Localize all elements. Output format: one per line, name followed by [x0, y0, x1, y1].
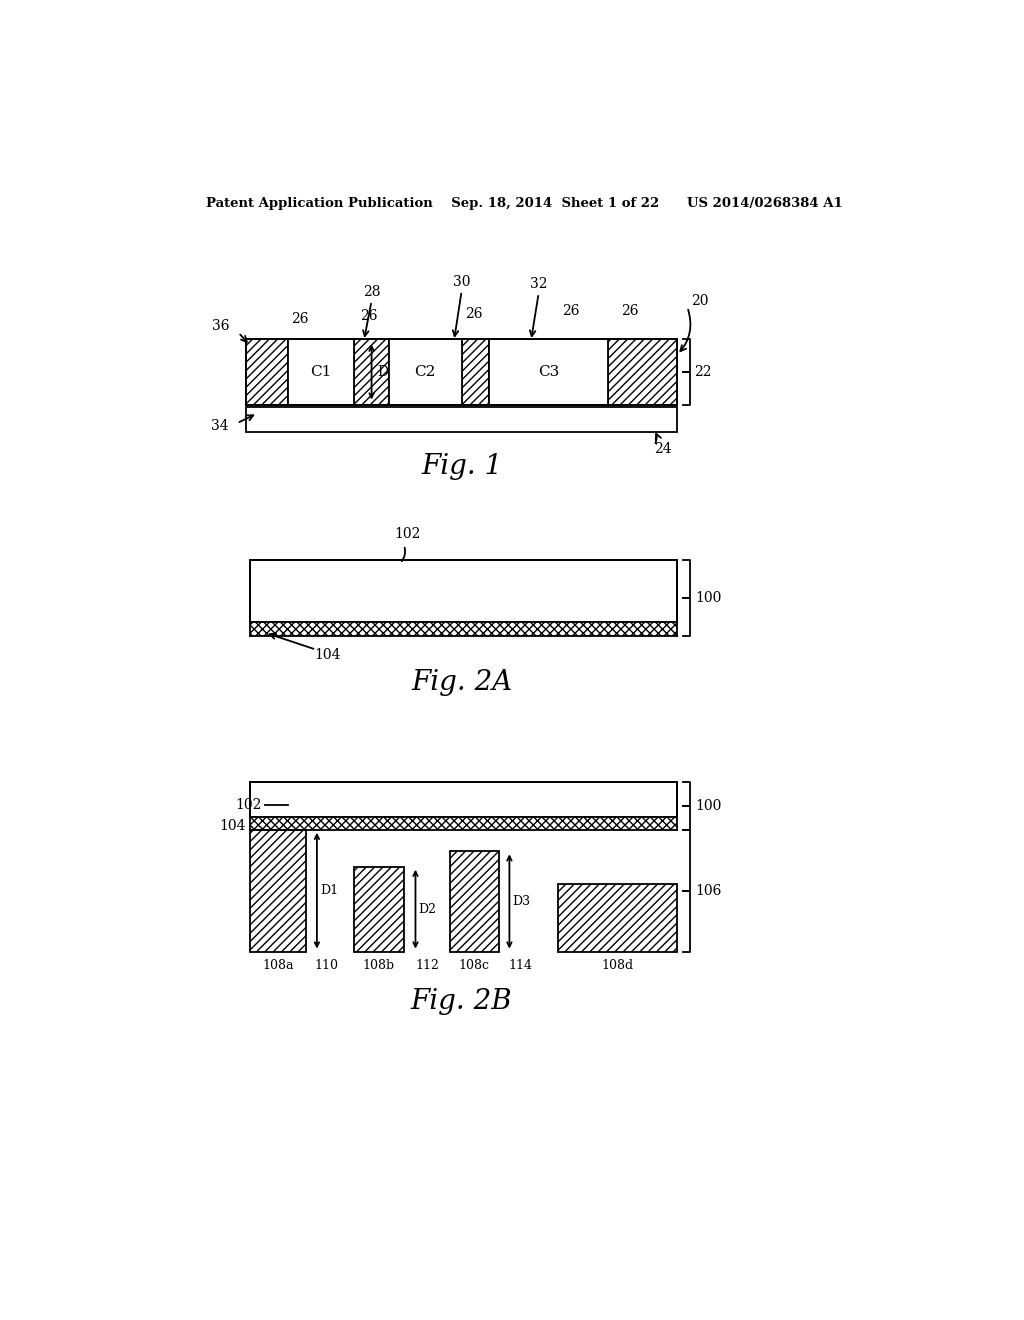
Text: Fig. 1: Fig. 1 [421, 453, 503, 480]
Text: 26: 26 [465, 308, 482, 321]
Bar [246, 339, 289, 405]
Bar [250, 817, 677, 830]
Text: 108b: 108b [362, 958, 395, 972]
Text: 100: 100 [695, 591, 722, 605]
Bar [289, 339, 354, 405]
Bar [250, 830, 306, 952]
Text: 22: 22 [694, 366, 712, 379]
Text: 26: 26 [621, 304, 638, 318]
Text: C3: C3 [538, 366, 559, 379]
Text: D1: D1 [319, 884, 338, 898]
Text: 26: 26 [360, 309, 378, 323]
Text: 108c: 108c [459, 958, 489, 972]
Text: 32: 32 [529, 277, 548, 290]
Bar [558, 884, 677, 952]
Text: 104: 104 [313, 648, 340, 663]
Bar [354, 339, 388, 405]
Bar [451, 851, 499, 952]
Text: 108a: 108a [262, 958, 294, 972]
Text: 108d: 108d [601, 958, 634, 972]
Text: Patent Application Publication    Sep. 18, 2014  Sheet 1 of 22      US 2014/0268: Patent Application Publication Sep. 18, … [207, 197, 843, 210]
Bar [250, 622, 677, 636]
Text: Fig. 2B: Fig. 2B [411, 989, 512, 1015]
Text: 102: 102 [394, 527, 421, 541]
Bar [462, 339, 488, 405]
Text: 28: 28 [362, 285, 380, 298]
Text: 36: 36 [212, 319, 229, 333]
Text: 30: 30 [453, 275, 470, 289]
Text: 100: 100 [695, 799, 722, 813]
Text: 106: 106 [695, 883, 722, 898]
Text: D: D [377, 366, 388, 379]
Text: C2: C2 [415, 366, 436, 379]
Text: 110: 110 [314, 958, 339, 972]
Text: D2: D2 [419, 903, 436, 916]
Text: 24: 24 [654, 442, 672, 457]
Text: Fig. 2A: Fig. 2A [411, 668, 512, 696]
Text: 34: 34 [212, 418, 229, 433]
Text: 20: 20 [691, 294, 709, 308]
Bar [246, 407, 677, 432]
Bar [250, 781, 677, 817]
Text: D3: D3 [512, 895, 530, 908]
Text: 102: 102 [236, 799, 261, 812]
Bar [608, 339, 677, 405]
Bar [488, 339, 608, 405]
Bar [388, 339, 462, 405]
Text: 114: 114 [508, 958, 532, 972]
Text: 26: 26 [562, 304, 580, 318]
Text: 104: 104 [219, 818, 246, 833]
Text: 112: 112 [415, 958, 439, 972]
Bar [250, 560, 677, 622]
Text: C1: C1 [310, 366, 332, 379]
Text: 26: 26 [291, 312, 308, 326]
Bar [354, 867, 403, 952]
Bar [246, 339, 677, 405]
